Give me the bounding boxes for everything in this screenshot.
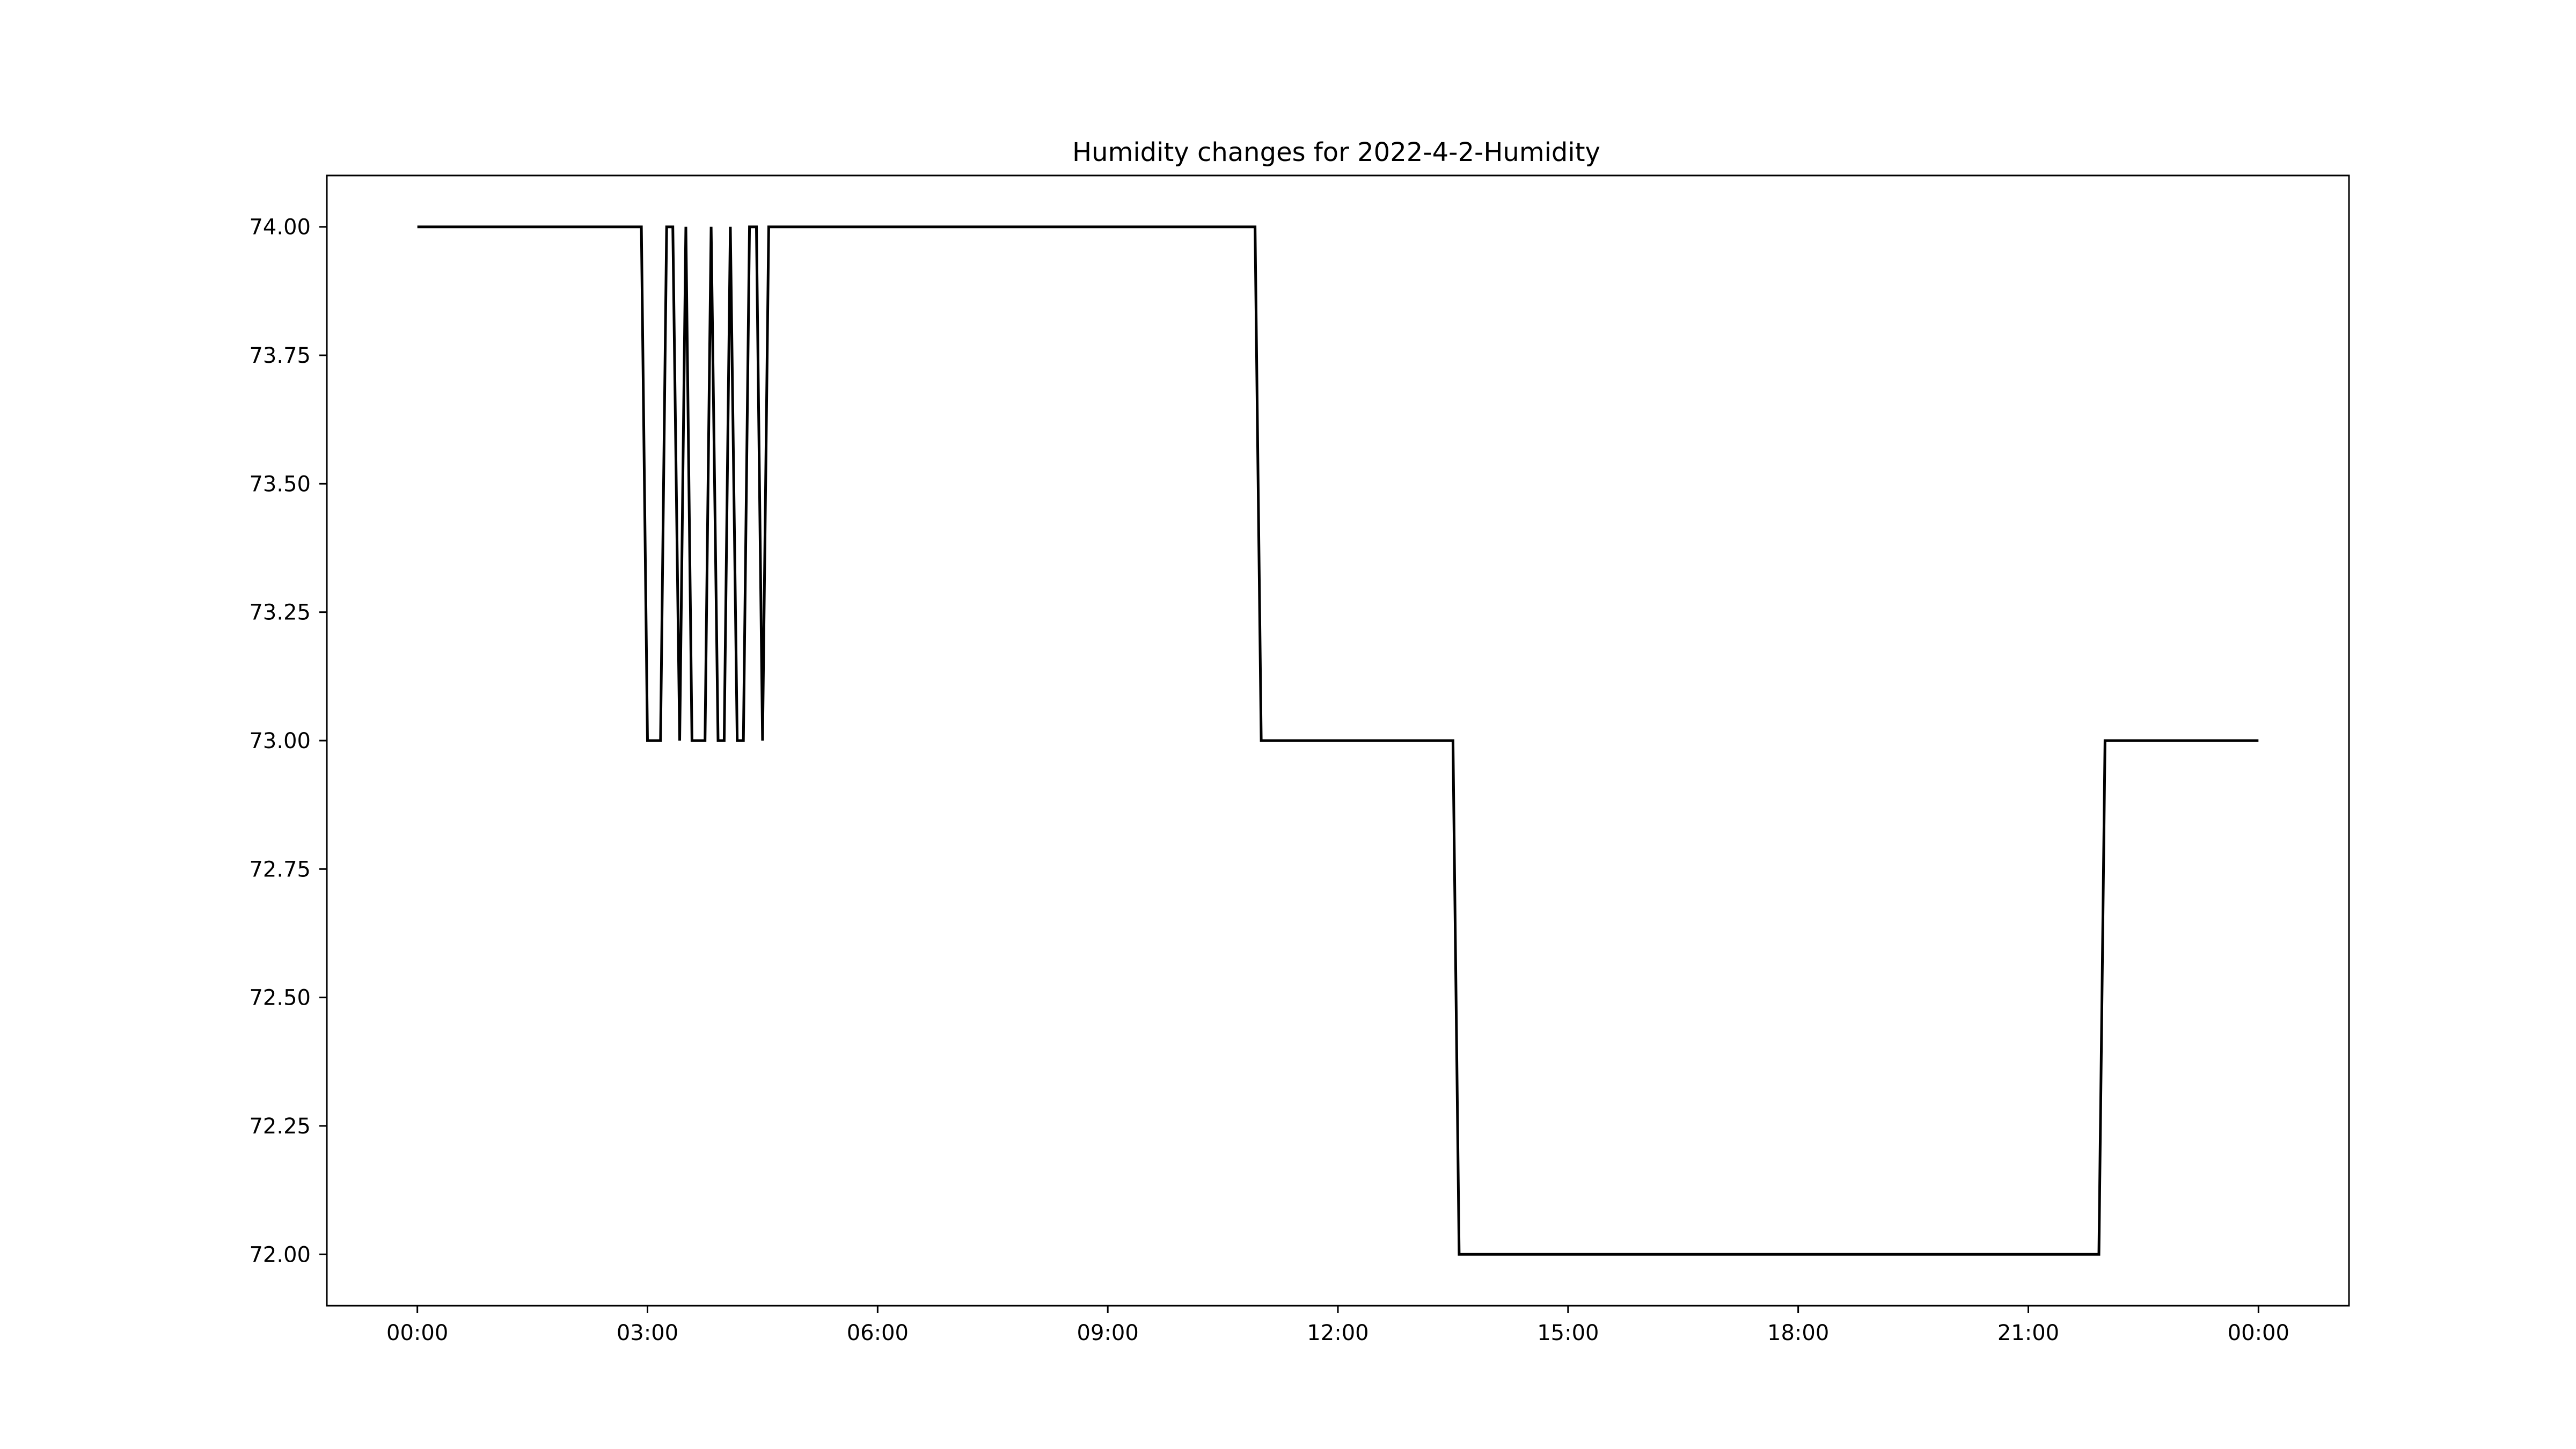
x-tick-label: 09:00 [1077,1321,1139,1345]
y-axis: 72.00 72.25 72.50 72.75 73.00 73.25 73.50 73.75… [249,215,327,1267]
y-tick-label: 72.75 [249,857,311,882]
x-tick-label: 00:00 [386,1321,448,1345]
humidity-series-line [417,225,2259,1256]
x-tick-label: 18:00 [1767,1321,1829,1345]
y-tick-label: 73.25 [249,601,311,625]
y-tick-label: 73.50 [249,472,311,496]
x-axis: 00:00 03:00 06:00 09:00 12:00 15:00 18:00 21:00… [386,1306,2289,1345]
y-tick-label: 73.75 [249,343,311,368]
x-tick-label: 00:00 [2228,1321,2289,1345]
y-tick-label: 72.25 [249,1114,311,1139]
y-tick-label: 73.00 [249,729,311,753]
y-tick-label: 74.00 [249,215,311,240]
y-tick-label: 72.50 [249,986,311,1011]
y-tick-label: 72.00 [249,1242,311,1267]
x-tick-label: 06:00 [847,1321,909,1345]
x-tick-label: 15:00 [1537,1321,1599,1345]
x-tick-label: 03:00 [617,1321,678,1345]
x-tick-label: 12:00 [1307,1321,1368,1345]
x-tick-label: 21:00 [1997,1321,2059,1345]
chart-title: Humidity changes for 2022-4-2-Humidity [1072,137,1600,167]
